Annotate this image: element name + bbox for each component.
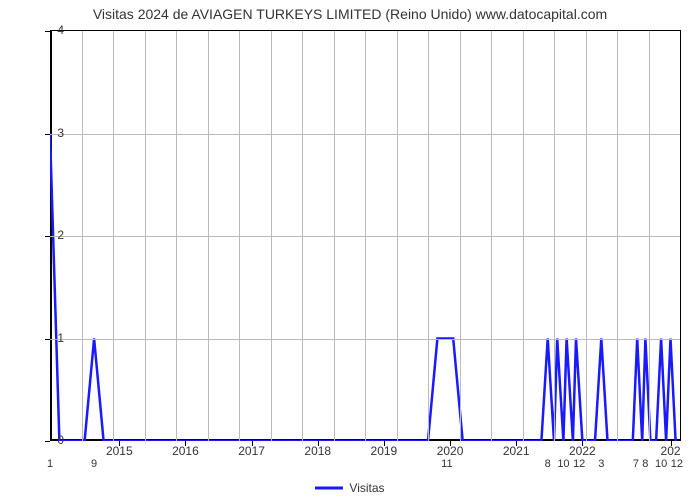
chart-container: Visitas 2024 de AVIAGEN TURKEYS LIMITED … (0, 0, 700, 500)
xtick-aux: 3 (598, 458, 604, 470)
grid-line-v (649, 31, 650, 441)
grid-line-v (460, 31, 461, 441)
xtick-aux: 12 (671, 458, 683, 470)
ytick-label: 1 (44, 331, 64, 345)
grid-line-v (523, 31, 524, 441)
xtick-year: 2016 (172, 444, 199, 458)
xtick-year: 2018 (304, 444, 331, 458)
xtick-year: 2021 (503, 444, 530, 458)
grid-line-v (617, 31, 618, 441)
xtick-year: 2020 (437, 444, 464, 458)
xtick-aux: 10 (655, 458, 667, 470)
grid-line-v (208, 31, 209, 441)
ytick-label: 0 (44, 433, 64, 447)
grid-line-v (428, 31, 429, 441)
chart-title: Visitas 2024 de AVIAGEN TURKEYS LIMITED … (0, 0, 700, 22)
grid-line-v (586, 31, 587, 441)
grid-line-v (365, 31, 366, 441)
xtick-aux: 12 (573, 458, 585, 470)
xtick-year: 2019 (371, 444, 398, 458)
ytick-label: 2 (44, 228, 64, 242)
xtick-aux: 10 (557, 458, 569, 470)
grid-line-v (397, 31, 398, 441)
grid-line-v (113, 31, 114, 441)
ytick-label: 4 (44, 23, 64, 37)
legend: Visitas (0, 481, 700, 496)
plot-area (50, 30, 681, 441)
xtick-aux: 7 (633, 458, 639, 470)
xtick-aux: 9 (91, 458, 97, 470)
grid-line-v (239, 31, 240, 441)
xtick-aux: 1 (47, 458, 53, 470)
grid-line-v (82, 31, 83, 441)
grid-line-v (271, 31, 272, 441)
grid-line-v (176, 31, 177, 441)
legend-label: Visitas (349, 481, 384, 495)
grid-line-v (491, 31, 492, 441)
xtick-aux: 11 (441, 458, 452, 470)
xtick-year: 202 (661, 444, 681, 458)
grid-line-v (145, 31, 146, 441)
xtick-year: 2015 (106, 444, 133, 458)
grid-line-v (302, 31, 303, 441)
xtick-aux: 8 (545, 458, 551, 470)
ytick-label: 3 (44, 126, 64, 140)
xtick-year: 2022 (569, 444, 596, 458)
xtick-aux: 8 (642, 458, 648, 470)
grid-line-v (554, 31, 555, 441)
legend-swatch (315, 482, 343, 496)
xtick-year: 2017 (238, 444, 265, 458)
grid-line-v (334, 31, 335, 441)
